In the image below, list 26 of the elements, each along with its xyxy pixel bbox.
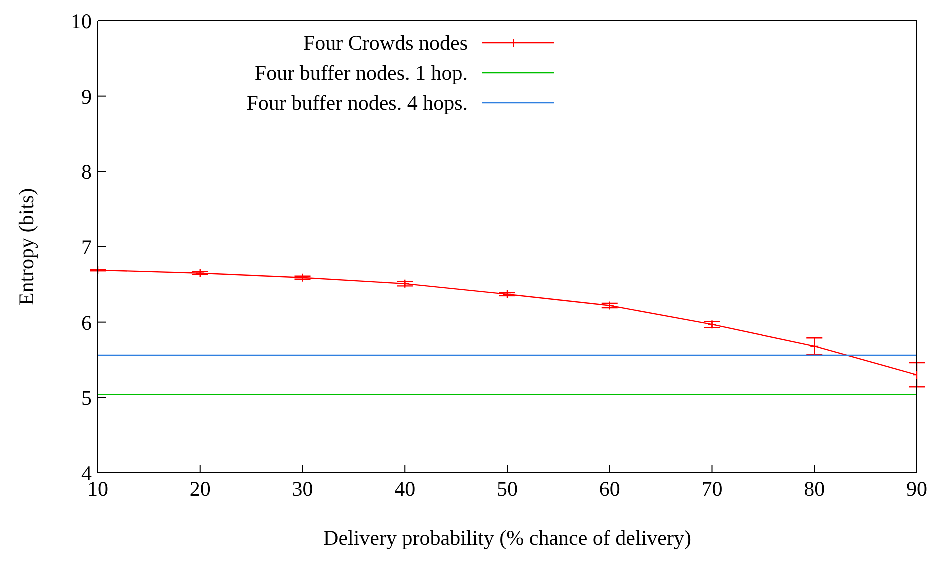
x-tick-label: 20 xyxy=(190,476,211,501)
y-axis-title: Entropy (bits) xyxy=(14,188,38,306)
x-tick-label: 70 xyxy=(702,476,723,501)
point xyxy=(196,268,205,278)
legend-label: Four buffer nodes. 4 hops. xyxy=(246,90,468,116)
y-tick-label: 8 xyxy=(82,160,92,184)
point xyxy=(400,279,410,289)
point xyxy=(605,301,614,310)
legend-label: Four buffer nodes. 1 hop. xyxy=(254,60,468,86)
y-tick-label: 9 xyxy=(82,84,92,109)
x-tick-label: 80 xyxy=(804,476,826,501)
point xyxy=(708,320,717,330)
x-axis-title: Delivery probability (% chance of delivery) xyxy=(324,526,692,550)
y-tick-label: 6 xyxy=(82,310,92,335)
x-tick-label: 30 xyxy=(292,476,314,501)
x-tick-label: 60 xyxy=(599,476,620,501)
point xyxy=(298,273,308,282)
legend-label: Four Crowds nodes xyxy=(303,30,468,56)
x-tick-label: 50 xyxy=(497,476,518,501)
point xyxy=(810,342,820,352)
point xyxy=(502,290,512,300)
x-tick-label: 40 xyxy=(394,476,416,501)
y-tick-label: 7 xyxy=(82,235,92,260)
y-tick-label: 10 xyxy=(71,9,92,34)
x-tick-label: 90 xyxy=(906,476,928,501)
y-tick-label: 5 xyxy=(82,386,92,410)
